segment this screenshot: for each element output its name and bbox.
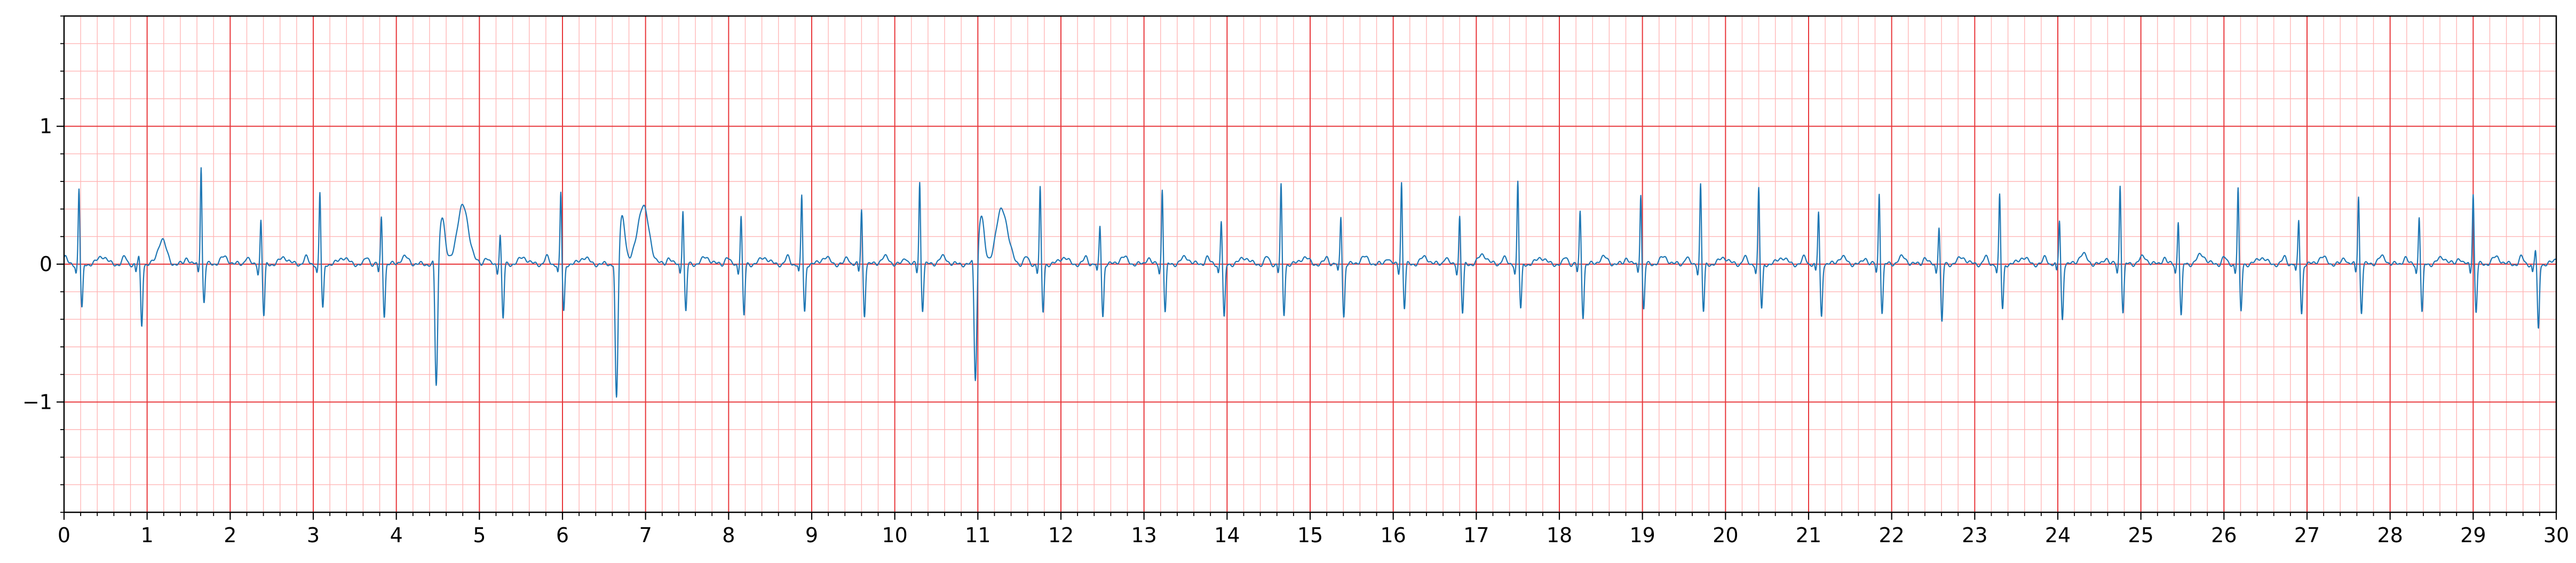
x-tick-label: 5 — [473, 524, 486, 547]
x-tick-label: 18 — [1547, 524, 1572, 547]
x-tick-label: 6 — [556, 524, 569, 547]
x-tick-label: 10 — [882, 524, 907, 547]
x-tick-label: 22 — [1879, 524, 1904, 547]
x-tick-label: 7 — [639, 524, 652, 547]
x-tick-label: 24 — [2045, 524, 2071, 547]
x-tick-label: 0 — [58, 524, 70, 547]
x-tick-label: 14 — [1214, 524, 1240, 547]
x-tick-label: 28 — [2377, 524, 2403, 547]
x-tick-label: 12 — [1048, 524, 1074, 547]
x-tick-label: 2 — [224, 524, 236, 547]
x-tick-label: 4 — [390, 524, 403, 547]
x-tick-label: 27 — [2294, 524, 2320, 547]
y-tick-label: 1 — [39, 115, 52, 138]
x-tick-label: 15 — [1297, 524, 1323, 547]
x-tick-label: 19 — [1629, 524, 1655, 547]
x-tick-label: 23 — [1962, 524, 1987, 547]
y-axis-ticks: −1 0 1 — [22, 15, 64, 513]
x-tick-label: 30 — [2543, 524, 2569, 547]
ecg-trace-line — [63, 167, 2557, 398]
x-tick-label: 21 — [1796, 524, 1821, 547]
x-tick-label: 3 — [307, 524, 320, 547]
y-tick-label: −1 — [22, 390, 52, 414]
x-tick-label: 29 — [2460, 524, 2486, 547]
x-tick-label: 17 — [1463, 524, 1489, 547]
x-tick-label: 1 — [141, 524, 154, 547]
x-tick-label: 8 — [722, 524, 735, 547]
x-tick-label: 9 — [805, 524, 818, 547]
x-tick-label: 20 — [1713, 524, 1738, 547]
x-tick-label: 26 — [2211, 524, 2237, 547]
x-tick-label: 13 — [1131, 524, 1156, 547]
y-tick-label: 0 — [39, 252, 52, 276]
x-axis-ticks: 0 1 2 3 4 5 6 7 8 9 10 11 12 13 14 15 16 17 18 19 20 21 22 23 24… — [58, 512, 2569, 547]
x-tick-label: 25 — [2128, 524, 2153, 547]
x-tick-label: 16 — [1380, 524, 1406, 547]
x-tick-label: 11 — [965, 524, 990, 547]
